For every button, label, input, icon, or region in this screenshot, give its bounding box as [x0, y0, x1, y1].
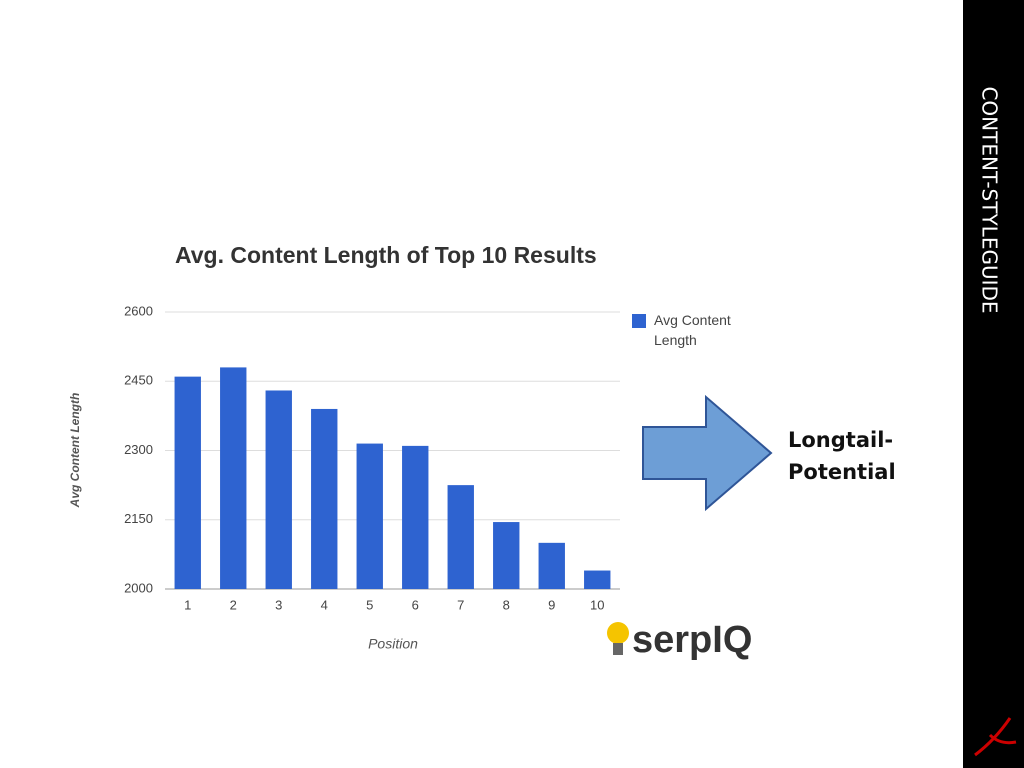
- bar: [220, 367, 247, 589]
- bar: [493, 522, 520, 589]
- sidebar: [963, 0, 1024, 768]
- chart-title: Avg. Content Length of Top 10 Results: [175, 242, 597, 268]
- legend-label: Avg Content Length: [654, 312, 731, 348]
- bar: [174, 376, 201, 589]
- bar: [584, 570, 611, 589]
- logo-bulb: [607, 622, 629, 655]
- y-tick-label: 2300: [124, 442, 153, 457]
- callout-text: Longtail-Potential: [788, 428, 896, 484]
- bar: [265, 390, 292, 589]
- logo-text: serpIQ: [632, 619, 752, 661]
- bar: [356, 443, 383, 589]
- x-tick-label: 4: [321, 597, 328, 612]
- bar: [311, 408, 338, 589]
- x-tick-label: 7: [457, 597, 464, 612]
- x-tick-label: 3: [275, 597, 282, 612]
- y-tick-label: 2150: [124, 511, 153, 526]
- side-title: CONTENT-STYLEGUIDE: [978, 86, 1002, 313]
- y-tick-label: 2450: [124, 373, 153, 388]
- arrow: [642, 394, 773, 512]
- x-tick-label: 10: [590, 597, 604, 612]
- x-tick-label: 6: [412, 597, 419, 612]
- y-tick-label: 2000: [124, 580, 153, 595]
- bar: [538, 542, 565, 589]
- x-tick-label: 1: [184, 597, 191, 612]
- bar: [447, 485, 474, 589]
- corner-logo: [974, 717, 1017, 757]
- x-tick-label: 9: [548, 597, 555, 612]
- y-axis-label: Avg Content Length: [68, 393, 82, 509]
- x-axis-label: Position: [368, 636, 418, 652]
- bar: [402, 445, 429, 589]
- x-tick-label: 8: [503, 597, 510, 612]
- y-tick-label: 2600: [124, 303, 153, 318]
- x-tick-label: 5: [366, 597, 373, 612]
- x-tick-label: 2: [230, 597, 237, 612]
- legend-swatch: [632, 314, 646, 328]
